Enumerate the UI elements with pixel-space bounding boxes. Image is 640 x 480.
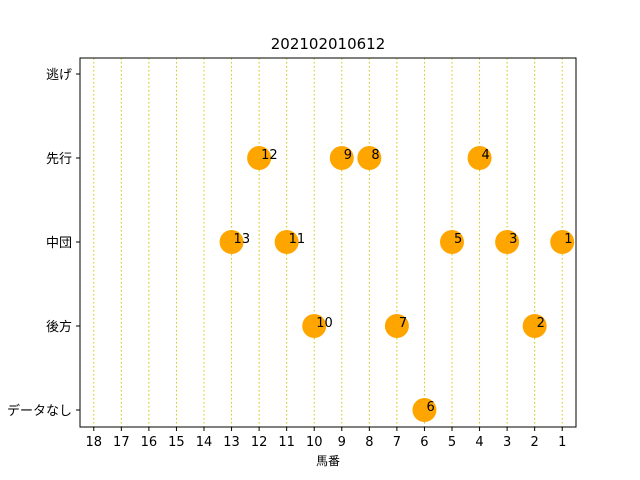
x-tick-label-9: 9 — [338, 435, 346, 450]
data-label-2: 2 — [537, 316, 545, 331]
x-tick-label-6: 6 — [420, 435, 428, 450]
data-label-10: 10 — [316, 316, 333, 331]
data-points — [219, 146, 575, 422]
data-point-4 — [467, 146, 492, 170]
data-point-8 — [357, 146, 382, 170]
data-label-1: 1 — [564, 232, 572, 247]
data-point-10 — [302, 314, 327, 338]
x-tick-label-8: 8 — [365, 435, 373, 450]
data-point-6 — [412, 398, 437, 422]
x-tick-label-4: 4 — [475, 435, 483, 450]
chart-title: 202102010612 — [271, 35, 386, 53]
y-tick-label-0: 逃げ — [46, 68, 72, 83]
x-tick-label-3: 3 — [503, 435, 511, 450]
y-tick-label-2: 中団 — [46, 236, 72, 251]
data-label-7: 7 — [399, 316, 407, 331]
data-label-8: 8 — [371, 148, 379, 163]
x-axis-ticks: 18 17 16 15 14 13 12 11 10 9 8 7 6 5 4 3 2 1 — [86, 427, 566, 450]
x-tick-label-11: 11 — [278, 435, 295, 450]
data-point-9 — [329, 146, 354, 170]
x-tick-label-10: 10 — [306, 435, 323, 450]
x-tick-label-12: 12 — [251, 435, 268, 450]
x-tick-label-7: 7 — [393, 435, 401, 450]
y-tick-label-4: データなし — [7, 403, 72, 419]
data-point-2 — [522, 314, 547, 338]
y-tick-label-1: 先行 — [46, 152, 72, 167]
x-tick-label-16: 16 — [141, 435, 158, 450]
data-label-6: 6 — [426, 400, 434, 415]
data-label-13: 13 — [234, 232, 251, 247]
x-axis-label: 馬番 — [316, 454, 340, 468]
data-point-3 — [495, 230, 520, 254]
data-label-5: 5 — [454, 232, 462, 247]
x-tick-label-14: 14 — [196, 435, 213, 450]
data-point-5 — [440, 230, 464, 254]
x-tick-label-5: 5 — [448, 435, 456, 450]
data-point-1 — [550, 230, 575, 254]
data-label-4: 4 — [482, 148, 490, 163]
data-label-3: 3 — [509, 232, 517, 247]
data-point-7 — [384, 314, 409, 338]
data-label-12: 12 — [261, 148, 278, 163]
plot-background — [80, 58, 576, 427]
x-tick-label-2: 2 — [531, 435, 539, 450]
data-labels: 12 9 8 4 13 11 5 3 1 10 7 2 6 — [234, 148, 573, 415]
x-tick-label-17: 17 — [113, 435, 130, 450]
x-tick-label-1: 1 — [558, 435, 566, 450]
data-point-12 — [247, 146, 272, 170]
x-tick-label-15: 15 — [168, 435, 185, 450]
data-label-11: 11 — [289, 232, 306, 247]
x-tick-label-13: 13 — [223, 435, 240, 450]
data-point-13 — [219, 230, 244, 254]
x-tick-label-18: 18 — [86, 435, 103, 450]
data-label-9: 9 — [344, 148, 352, 163]
y-tick-label-3: 後方 — [46, 319, 72, 335]
data-point-11 — [274, 230, 299, 254]
